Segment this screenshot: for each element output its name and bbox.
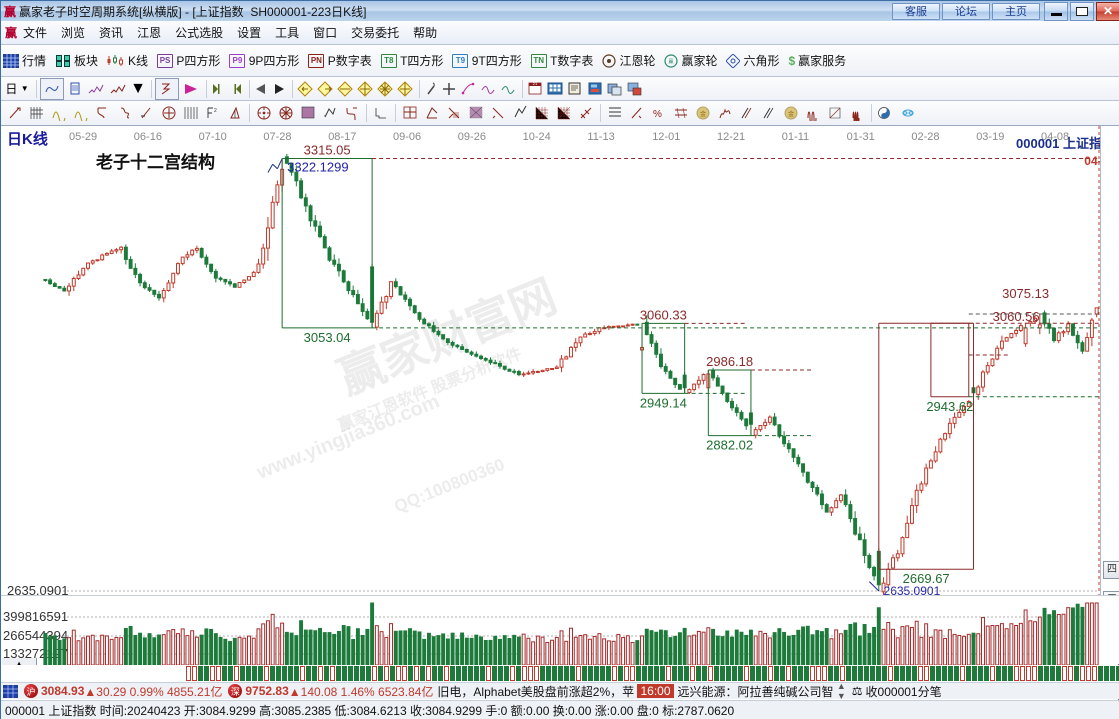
svg-text:3060.33: 3060.33	[640, 307, 687, 322]
svg-text:3315.05: 3315.05	[304, 143, 351, 158]
svg-text:': '	[324, 115, 325, 121]
svg-text:2882.02: 2882.02	[706, 438, 753, 453]
svg-text:2986.18: 2986.18	[706, 354, 753, 369]
svg-text:%: %	[653, 109, 662, 120]
svg-text:2949.14: 2949.14	[640, 395, 687, 410]
svg-text:金: 金	[788, 110, 794, 118]
svg-text:21: 21	[533, 82, 538, 86]
svg-text:2943.62: 2943.62	[926, 399, 973, 414]
svg-text:2: 2	[214, 108, 217, 114]
svg-text:3053.04: 3053.04	[304, 330, 351, 345]
svg-text:2635.0901: 2635.0901	[884, 584, 941, 595]
svg-text:399816591: 399816591	[3, 609, 68, 624]
svg-text:金: 金	[700, 110, 706, 118]
svg-text:3322.1299: 3322.1299	[287, 160, 348, 175]
svg-text:2635.0901: 2635.0901	[7, 583, 68, 595]
svg-text:赢: 赢	[669, 58, 674, 65]
svg-text:3060.56: 3060.56	[993, 309, 1040, 324]
svg-text:3075.13: 3075.13	[1002, 286, 1049, 301]
